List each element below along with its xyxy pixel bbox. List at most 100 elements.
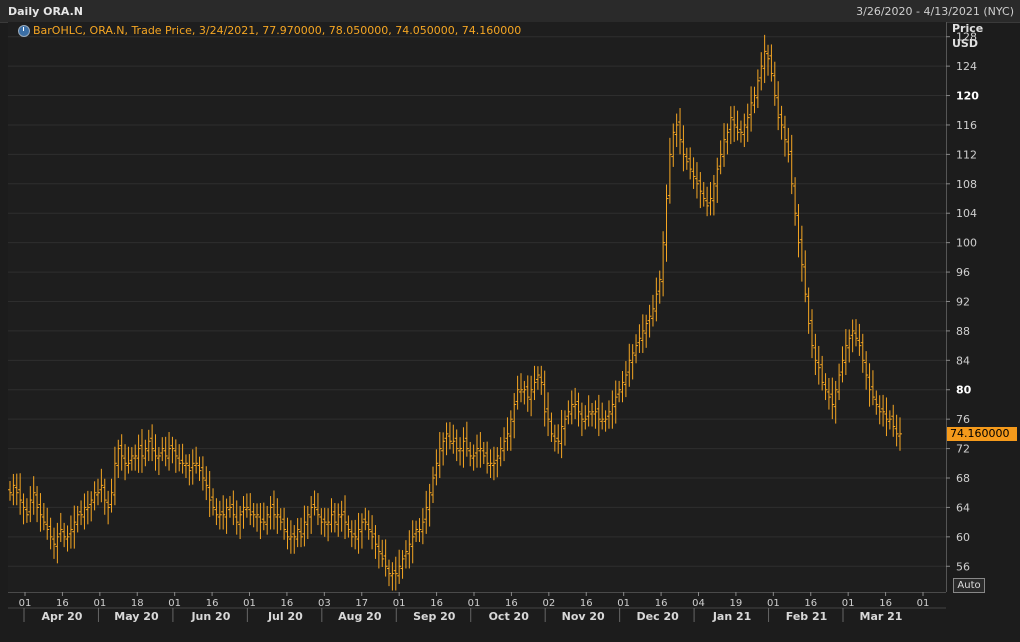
x-day-label: 04 [692,598,705,609]
ohlc-bar [843,329,848,376]
y-tick-label: 116 [956,119,977,132]
ohlc-bar [397,549,402,584]
ohlc-bar [441,432,446,466]
ohlc-bar [65,525,70,552]
ohlc-bar [681,125,686,172]
ohlc-bar [691,157,696,189]
ohlc-bar [593,400,598,429]
x-day-label: 01 [19,598,32,609]
ohlc-bar [776,81,781,131]
ohlc-bar [596,394,601,437]
ohlc-bar [339,500,344,532]
ohlc-bar [410,520,415,564]
ohlc-bar [779,105,784,140]
ohlc-bar [532,365,537,401]
x-month-label: Mar 21 [860,610,903,623]
ohlc-bar [133,444,138,471]
ohlc-bar [887,410,892,430]
ohlc-bar [793,177,798,226]
chart-legend: BarOHLC, ORA.N, Trade Price, 3/24/2021, … [18,24,521,37]
auto-scale-button[interactable]: Auto [953,578,985,593]
ohlc-bar [830,377,835,420]
y-tick-label: 128 [956,31,977,44]
ohlc-bar [583,405,588,430]
ohlc-bar [407,530,412,569]
ohlc-bar [495,447,500,478]
ohlc-bar [356,512,361,554]
ohlc-bar [623,361,628,398]
ohlc-bar [461,427,466,468]
ohlc-bar [447,422,452,450]
ohlc-bar [106,490,111,525]
ohlc-bar [535,366,540,390]
x-month-label: Nov 20 [562,610,605,623]
ohlc-bar [617,380,622,403]
ohlc-bar [542,370,547,427]
x-day-label: 16 [56,598,69,609]
ohlc-bar [678,108,683,155]
ohlc-bar [299,517,304,548]
ohlc-bar [471,444,476,471]
y-tick-label: 100 [956,237,977,250]
ohlc-bar [102,478,107,515]
ohlc-bar [207,471,212,517]
ohlc-bar [813,333,818,376]
ohlc-bar [190,449,195,485]
ohlc-bar [58,512,63,542]
ohlc-bar [725,123,730,155]
ohlc-bar [82,493,87,530]
ohlc-bar [332,503,337,533]
ohlc-bar [258,503,263,540]
ohlc-bar [711,174,716,216]
ohlc-bar [688,147,693,180]
ohlc-bar [850,319,855,353]
ohlc-bar [657,270,662,304]
ohlc-bar [667,137,672,204]
ohlc-bar [508,410,513,451]
ohlc-bar [640,314,645,353]
ohlc-bar [826,377,831,410]
ohlc-bar [153,434,158,471]
x-day-label: 16 [879,598,892,609]
x-day-label: 01 [393,598,406,609]
y-tick-label: 64 [956,501,970,514]
ohlc-bar [823,373,828,401]
ohlc-bar [837,363,842,401]
ohlc-bar [21,493,26,525]
info-icon[interactable] [18,24,30,37]
ohlc-bar [204,466,209,501]
ohlc-bar [322,507,327,537]
x-day-label: 16 [804,598,817,609]
y-tick-label: 108 [956,178,977,191]
ohlc-bar [302,505,307,547]
ohlc-bar [393,556,398,591]
chart-title: Daily ORA.N [8,5,84,18]
ohlc-bar [529,375,534,417]
ohlc-bar [650,294,655,327]
ohlc-bar [708,181,713,216]
ohlc-bar [99,468,104,503]
x-day-label: 16 [206,598,219,609]
x-month-label: May 20 [114,610,159,623]
ohlc-bar [329,498,334,533]
ohlc-bar [525,375,530,412]
ohlc-bar [28,486,33,523]
ohlc-bar [156,447,161,476]
ohlc-bar [336,503,341,537]
ohlc-bar [343,495,348,540]
ohlc-bar [782,115,787,157]
y-tick-label: 124 [956,60,977,73]
ohlc-bar [867,363,872,407]
ohlc-bar [573,387,578,420]
x-day-label: 01 [93,598,106,609]
plot-area[interactable] [8,22,947,592]
ohlc-bar [552,424,557,452]
ohlc-bar [857,323,862,356]
ohlc-bar [847,329,852,363]
ohlc-bar [38,493,43,532]
x-day-label: 01 [243,598,256,609]
price-axis-unit: USD [952,37,978,50]
x-day-label: 01 [617,598,630,609]
ohlc-bar [139,429,144,473]
ohlc-bar [241,496,246,529]
